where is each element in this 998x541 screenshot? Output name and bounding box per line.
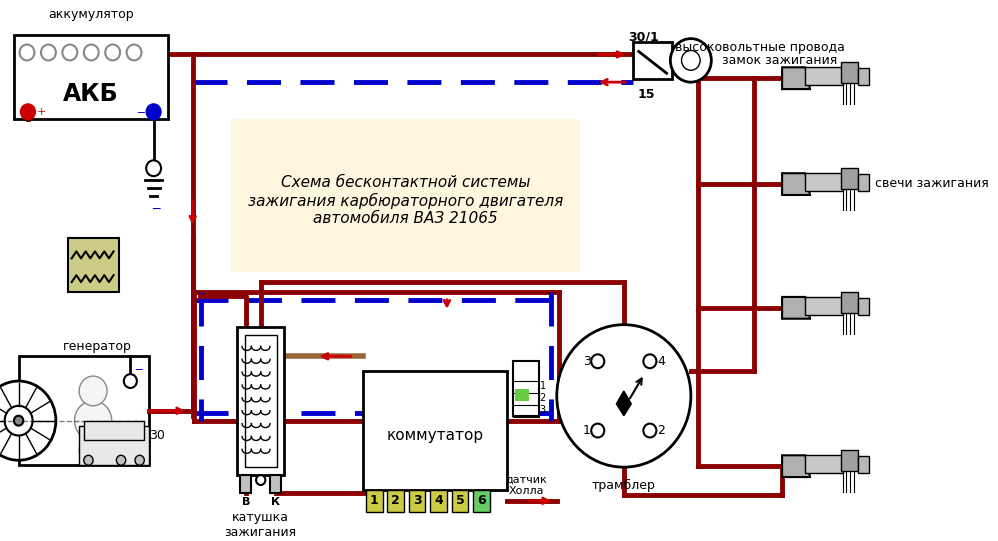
Bar bbox=[68, 237, 119, 292]
Bar bbox=[805, 297, 842, 315]
Bar bbox=[231, 119, 580, 272]
Circle shape bbox=[41, 44, 56, 61]
Circle shape bbox=[117, 456, 126, 465]
Text: ─: ─ bbox=[138, 107, 145, 117]
Circle shape bbox=[682, 50, 701, 70]
Text: замок зажигания: замок зажигания bbox=[722, 54, 837, 67]
Circle shape bbox=[79, 436, 107, 465]
Text: 1: 1 bbox=[540, 381, 546, 391]
Text: 30/1: 30/1 bbox=[629, 30, 660, 43]
Text: коммутатор: коммутатор bbox=[386, 428, 484, 443]
Text: 3: 3 bbox=[413, 494, 421, 507]
Circle shape bbox=[644, 424, 657, 438]
Circle shape bbox=[0, 381, 56, 460]
Text: 2: 2 bbox=[657, 424, 665, 437]
Bar bbox=[19, 357, 149, 465]
Text: АКБ: АКБ bbox=[63, 82, 119, 106]
Circle shape bbox=[591, 354, 604, 368]
Bar bbox=[430, 490, 447, 512]
Text: ─: ─ bbox=[152, 203, 160, 216]
Circle shape bbox=[14, 415, 23, 426]
Circle shape bbox=[79, 376, 107, 406]
Text: ─: ─ bbox=[135, 364, 142, 374]
Text: В: В bbox=[242, 497, 250, 507]
Circle shape bbox=[135, 456, 145, 465]
Circle shape bbox=[146, 104, 161, 120]
Text: 4: 4 bbox=[434, 494, 443, 507]
Circle shape bbox=[127, 44, 142, 61]
Circle shape bbox=[105, 44, 120, 61]
Bar bbox=[363, 371, 507, 490]
Text: 1: 1 bbox=[583, 424, 591, 437]
Circle shape bbox=[591, 424, 604, 438]
Polygon shape bbox=[782, 456, 810, 477]
Text: 15: 15 bbox=[638, 88, 656, 101]
Text: 2: 2 bbox=[391, 494, 400, 507]
Text: 1: 1 bbox=[370, 494, 378, 507]
Text: катушка
зажигания: катушка зажигания bbox=[225, 511, 296, 539]
Text: свечи зажигания: свечи зажигания bbox=[875, 176, 989, 189]
Text: 3: 3 bbox=[583, 355, 591, 368]
Polygon shape bbox=[782, 173, 810, 195]
Bar bbox=[366, 490, 382, 512]
Text: 5: 5 bbox=[455, 494, 464, 507]
Bar bbox=[473, 490, 490, 512]
Bar bbox=[14, 35, 168, 119]
Circle shape bbox=[644, 354, 657, 368]
Text: +: + bbox=[37, 107, 47, 117]
Bar bbox=[245, 334, 276, 467]
Bar bbox=[805, 456, 842, 473]
Circle shape bbox=[557, 325, 691, 467]
Text: 4: 4 bbox=[657, 355, 665, 368]
Text: 2: 2 bbox=[540, 393, 546, 403]
Polygon shape bbox=[782, 67, 810, 89]
Bar bbox=[409, 490, 425, 512]
Circle shape bbox=[84, 44, 99, 61]
Circle shape bbox=[256, 475, 265, 485]
Text: К: К bbox=[271, 497, 280, 507]
Circle shape bbox=[20, 44, 35, 61]
Circle shape bbox=[75, 401, 112, 440]
Bar bbox=[857, 68, 868, 85]
Bar bbox=[79, 426, 149, 465]
Bar bbox=[270, 475, 281, 493]
Bar bbox=[805, 67, 842, 85]
Bar bbox=[805, 173, 842, 191]
Bar bbox=[840, 168, 857, 189]
Circle shape bbox=[124, 374, 137, 388]
Text: трамблер: трамблер bbox=[592, 478, 656, 492]
Bar bbox=[840, 62, 857, 83]
Bar bbox=[857, 298, 868, 315]
Circle shape bbox=[671, 38, 712, 82]
Text: Схема бесконтактной системы
зажигания карбюраторного двигателя
автомобиля ВАЗ 21: Схема бесконтактной системы зажигания ка… bbox=[248, 175, 563, 226]
Bar bbox=[84, 421, 145, 440]
Bar bbox=[515, 389, 529, 401]
Bar bbox=[633, 42, 673, 79]
Bar bbox=[241, 475, 251, 493]
Circle shape bbox=[5, 406, 33, 436]
Circle shape bbox=[146, 160, 161, 176]
Circle shape bbox=[63, 44, 77, 61]
Circle shape bbox=[21, 104, 35, 120]
Text: 6: 6 bbox=[477, 494, 486, 507]
Bar bbox=[238, 327, 284, 475]
Text: аккумулятор: аккумулятор bbox=[48, 8, 134, 21]
Bar bbox=[840, 450, 857, 471]
Text: 3: 3 bbox=[540, 405, 546, 415]
Polygon shape bbox=[617, 391, 632, 415]
Bar bbox=[840, 292, 857, 313]
Bar bbox=[857, 174, 868, 191]
Text: высоковольтные провода: высоковольтные провода bbox=[675, 41, 845, 54]
Text: 30: 30 bbox=[149, 429, 165, 442]
Bar bbox=[513, 361, 539, 415]
Text: датчик
Холла: датчик Холла bbox=[505, 474, 547, 496]
Polygon shape bbox=[782, 297, 810, 319]
Bar bbox=[857, 456, 868, 473]
Circle shape bbox=[84, 456, 93, 465]
Bar bbox=[451, 490, 468, 512]
Text: генератор: генератор bbox=[63, 340, 132, 353]
Bar bbox=[387, 490, 404, 512]
